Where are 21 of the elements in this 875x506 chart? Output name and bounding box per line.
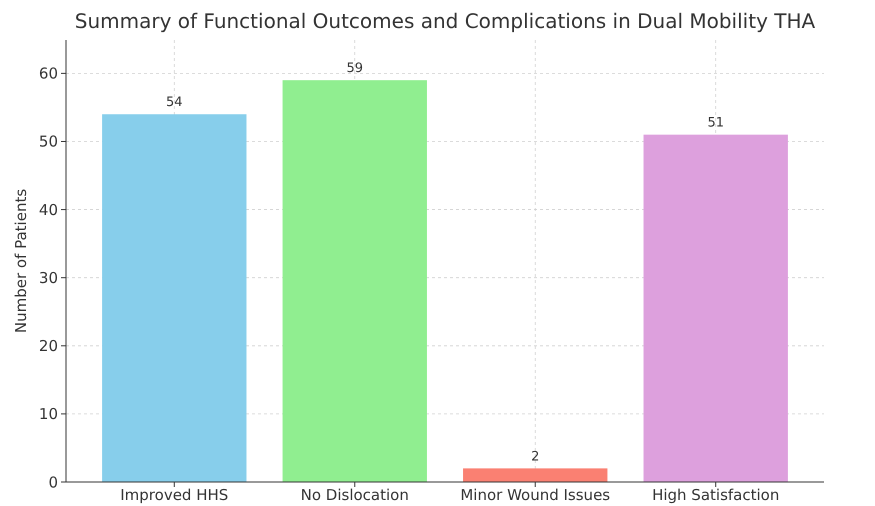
data-label: 51 xyxy=(707,116,724,131)
y-tick-label: 30 xyxy=(38,268,58,287)
bar xyxy=(102,114,246,482)
x-tick-label: No Dislocation xyxy=(300,486,409,504)
data-label: 59 xyxy=(346,61,364,76)
y-tick-label: 60 xyxy=(38,64,58,83)
y-tick-label: 50 xyxy=(38,132,58,151)
data-label: 54 xyxy=(166,95,183,110)
bar xyxy=(282,80,427,482)
y-tick-label: 20 xyxy=(38,337,58,356)
y-tick-label: 10 xyxy=(38,405,58,424)
y-axis-title: Number of Patients xyxy=(12,188,30,334)
x-tick-label: Minor Wound Issues xyxy=(460,486,610,504)
chart-title: Summary of Functional Outcomes and Complications in Dual Mobility THA xyxy=(74,9,816,33)
y-tick-label: 40 xyxy=(38,200,58,219)
x-tick-label: Improved HHS xyxy=(120,486,228,504)
data-label: 2 xyxy=(531,449,540,464)
x-tick-label: High Satisfaction xyxy=(652,486,780,504)
bar xyxy=(644,134,788,482)
bar xyxy=(463,468,608,482)
y-tick-label: 0 xyxy=(48,473,58,492)
